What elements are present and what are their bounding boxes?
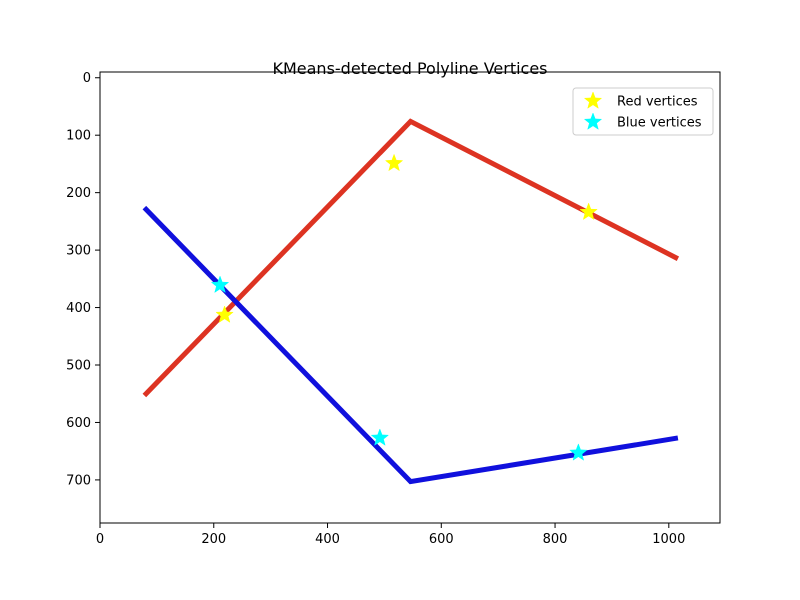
x-tick-label: 600 xyxy=(429,532,454,547)
x-tick-label: 200 xyxy=(201,532,226,547)
legend-label: Blue vertices xyxy=(617,116,702,131)
plot-frame xyxy=(99,71,721,524)
y-tick-label: 100 xyxy=(66,129,91,144)
x-tick-label: 400 xyxy=(315,532,340,547)
vertex-marker-1-1 xyxy=(370,428,390,446)
y-tick-label: 400 xyxy=(66,301,91,316)
y-tick-label: 0 xyxy=(83,71,91,86)
legend-label: Red vertices xyxy=(617,95,698,110)
vertex-marker-1-2 xyxy=(569,443,588,461)
vertex-marker-0-1 xyxy=(384,153,404,172)
y-tick-label: 200 xyxy=(66,186,91,201)
y-tick-label: 500 xyxy=(66,359,91,374)
y-axis: 0 100 200 300 400 500 600 700 xyxy=(66,71,100,488)
vertex-marker-group xyxy=(210,153,598,461)
y-tick-label: 300 xyxy=(66,244,91,259)
y-tick-label: 700 xyxy=(66,473,91,488)
x-tick-label: 800 xyxy=(543,532,568,547)
legend-marker xyxy=(583,91,603,109)
x-tick-label: 1000 xyxy=(652,532,685,547)
y-tick-label: 600 xyxy=(66,416,91,431)
vertex-marker-0-0 xyxy=(215,305,234,323)
legend-marker xyxy=(583,112,603,130)
vertex-marker-1-0 xyxy=(210,275,230,294)
x-axis: 0 200 400 600 800 1000 xyxy=(96,523,685,547)
legend: Red vertices Blue vertices xyxy=(572,87,714,136)
polyline-1 xyxy=(142,205,679,485)
x-tick-label: 0 xyxy=(96,532,104,547)
legend-box xyxy=(572,87,714,136)
chart-title: KMeans-detected Polyline Vertices xyxy=(272,59,547,78)
vertex-marker-0-2 xyxy=(579,202,598,221)
